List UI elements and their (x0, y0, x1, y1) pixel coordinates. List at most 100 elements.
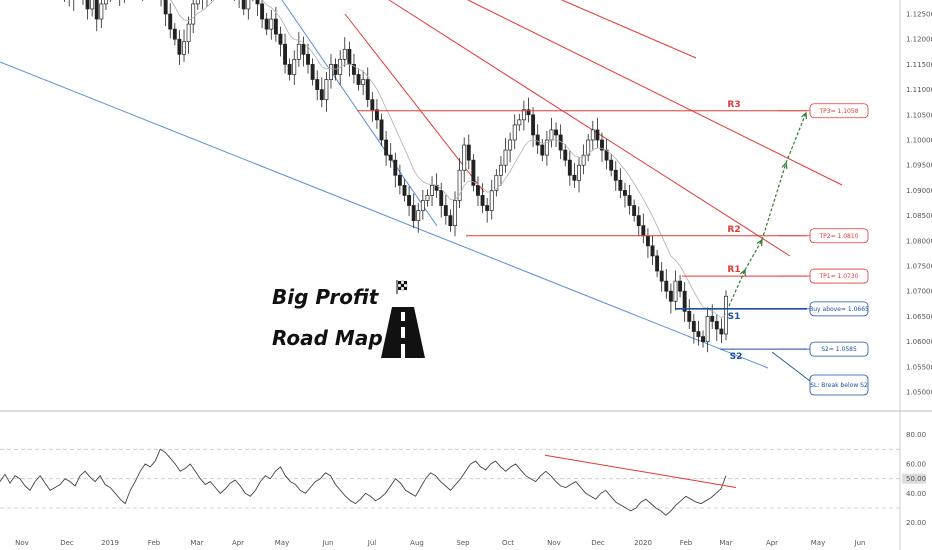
red-trendline-top (561, 0, 697, 59)
candle-body (701, 336, 705, 342)
projection-arrow (785, 112, 807, 164)
candle-body (319, 89, 324, 101)
candle-body (393, 159, 398, 176)
candle-body (710, 316, 715, 322)
blue-short-trendline (281, 0, 438, 227)
candle-body (494, 174, 499, 191)
red-trendline-mid (388, 0, 791, 257)
candle-body (641, 225, 646, 237)
time-tick-label: Aug (410, 539, 424, 547)
time-tick-label: Sep (456, 539, 470, 547)
price-tick-label: 1.05500 (906, 363, 932, 371)
annotation-box (809, 341, 869, 357)
candle-body (682, 290, 687, 312)
oscillator-current-box (902, 473, 926, 484)
price-tick-label: 1.06500 (906, 313, 932, 321)
time-tick-label: 2020 (634, 539, 652, 547)
candle-body (544, 139, 549, 156)
projection-arrow (761, 162, 787, 241)
candle-body (283, 43, 288, 65)
time-tick-label: Mar (719, 539, 732, 547)
oscillator-tick-label: 80.00 (906, 431, 926, 439)
candle-body (618, 179, 623, 191)
oscillator-line (0, 448, 727, 516)
candle-body (191, 3, 196, 25)
annotation-label: Buy above= 1.0665 (809, 306, 869, 313)
candle-body (99, 3, 104, 20)
candle-body (443, 205, 448, 216)
candle-body (425, 195, 430, 201)
oscillator-tick-label: 60.00 (906, 461, 926, 469)
candle-body (453, 200, 457, 227)
candle-body (186, 23, 191, 43)
price-tick-label: 1.10000 (906, 137, 932, 145)
projection-arrows (728, 111, 808, 307)
candle-body (480, 195, 485, 206)
candle-body (338, 59, 343, 75)
annotation-box (809, 228, 869, 244)
annotation-box (809, 374, 869, 396)
annotation-label: S2= 1.0585 (821, 346, 857, 353)
candle-body (466, 144, 471, 161)
checkered-flag-icon (396, 280, 408, 294)
oscillator-tick-label: 40.00 (906, 490, 926, 498)
candle-body (471, 159, 476, 186)
projection-arrow (744, 239, 763, 271)
price-tick-label: 1.05000 (906, 389, 932, 397)
annotation-label: TP2= 1.0810 (818, 233, 858, 240)
level-label-r3: R3 (727, 100, 740, 110)
candle-body (590, 129, 595, 141)
candle-body (577, 164, 581, 181)
road-icon (381, 307, 425, 358)
candle-body (246, 0, 251, 10)
candle-body (554, 129, 559, 136)
candle-body (90, 0, 95, 10)
title-line2: Road Map (272, 326, 383, 350)
candle-body (650, 245, 655, 257)
candle-body (609, 159, 614, 171)
candle-body (623, 190, 627, 196)
candle-body (476, 185, 480, 196)
candle-body (586, 139, 591, 156)
candle-body (163, 0, 168, 15)
candle-body (306, 53, 310, 65)
candle-body (292, 59, 297, 75)
candle-body (241, 0, 246, 10)
candle-body (379, 119, 384, 141)
annotation-label: SL: Break below S2 (810, 382, 868, 389)
annotation-label: TP1= 1.0730 (818, 273, 858, 280)
candle-body (168, 13, 173, 30)
price-axis: 1.12500 1.12000 1.11500 1.11000 1.10500 1.100… (906, 11, 932, 397)
candle-body (260, 3, 265, 20)
candle-body (462, 144, 467, 171)
oscillator-current-label: 50.00 (906, 475, 926, 483)
price-tick-label: 1.11500 (906, 61, 932, 69)
candle-body (361, 79, 366, 85)
candle-body (195, 0, 200, 5)
candle-body (567, 159, 572, 176)
price-tick-label: 1.08000 (906, 237, 932, 245)
candle-body (85, 0, 90, 10)
box-connector (771, 351, 811, 382)
candle-body (182, 41, 186, 55)
oscillator-panel: 80.00 60.00 40.00 20.00 50.00 (0, 431, 926, 527)
candle-body (549, 129, 554, 141)
candle-body (448, 215, 453, 227)
candle-body (521, 109, 526, 121)
candle-body (498, 164, 503, 176)
candle-body (581, 154, 586, 166)
price-tick-label: 1.06000 (906, 338, 932, 346)
annotation-label: TP3= 1.1058 (818, 108, 858, 115)
candle-body (402, 185, 407, 196)
blue-long-trendline (0, 61, 769, 369)
price-tick-label: 1.09000 (906, 187, 932, 195)
candle-body (659, 270, 664, 282)
time-tick-label: Jun (854, 539, 866, 547)
candle-body (664, 280, 669, 292)
time-tick-label: Nov (547, 539, 561, 547)
candle-body (273, 18, 278, 35)
candle-body (287, 64, 292, 75)
time-tick-label: Mar (190, 539, 203, 547)
candle-body (324, 79, 329, 101)
candle-body (370, 99, 375, 111)
